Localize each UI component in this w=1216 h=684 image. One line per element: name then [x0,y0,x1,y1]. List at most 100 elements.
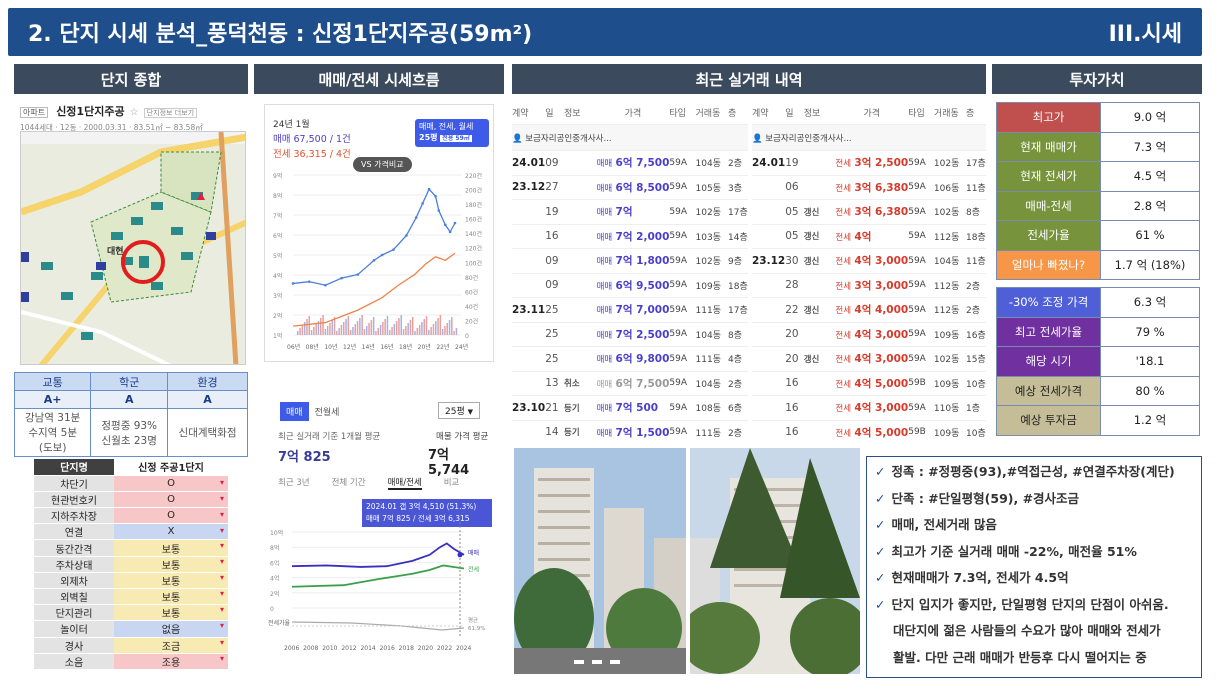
deal-kind: 전세 [835,257,852,268]
trend-chart-panel: 24년 1월 매매 67,500 / 1건 전세 36,315 / 4건 매매,… [264,104,494,362]
attr-value-select[interactable]: 보통 [114,539,228,557]
table-row[interactable]: 16 전세 4억 5,000 59B 109동 10층 [752,371,986,396]
attr-value-select[interactable]: 보통 [114,604,228,622]
table-row[interactable]: 28 전세 3억 3,000 59A 112동 2층 [752,273,986,298]
attr-value-select[interactable]: 보통 [114,572,228,590]
attr-value-select[interactable]: 조금 [114,637,228,654]
table-row[interactable]: 22 갱신 전세 4억 4,000 59A 112동 2층 [752,297,986,323]
table-row[interactable]: 16 매매 7억 2,000 59A 103동 14층 [512,224,748,249]
tab-sale[interactable]: 매매 [280,402,309,421]
summary-bullet: 활발. 다만 근래 매매가 반등후 다시 떨어지는 중 [875,645,1193,672]
table-row[interactable]: 05 갱신 전세 4억 59A 112동 18층 [752,224,986,249]
table-row[interactable]: 20 갱신 전세 4억 3,000 59A 102동 15층 [752,346,986,372]
table-row[interactable]: 24.01 09 매매 6억 7,500 59A 104동 2층 [512,150,748,176]
table-row[interactable]: 09 매매 7억 1,800 59A 102동 9층 [512,248,748,274]
attr-value-select[interactable]: 조용 [114,653,228,670]
attr-value-select[interactable]: O [114,491,228,509]
table-row[interactable]: 24.01 19 전세 3억 2,500 59A 102동 17층 [752,150,986,176]
tooltip-line-2: 매매 7억 825 / 전세 3억 6,315 [366,514,470,523]
complex-info-link[interactable]: 단지정보 더보기 [143,108,198,118]
attr-value-select[interactable]: O [114,507,228,525]
deal-floor: 17층 [966,150,986,176]
table-row[interactable]: 14 등기 매매 7억 1,500 59A 111동 2층 [512,420,748,444]
avg-size-value: 25평 [445,407,465,417]
volume-bar [393,324,396,335]
deal-day: 13 [545,371,565,396]
avg-label-2: 매물 가격 평균 [436,432,489,442]
deal-kind: 매매 [596,281,613,292]
invest-value: 7.3 억 [1100,131,1200,162]
attr-value-select[interactable]: X [114,523,228,541]
bullet-text: 현재매매가 7.3억, 전세가 4.5억 [891,570,1069,585]
deal-dong: 109동 [933,371,967,396]
jeonse-line [292,252,456,327]
attr-value-select[interactable]: 보통 [114,556,228,573]
avg-x-tick: 2012 [341,645,356,652]
table-row[interactable]: 06 전세 3억 6,380 59A 106동 11층 [752,175,986,200]
deal-type: 59A [669,371,696,396]
deal-dong: 102동 [933,199,967,225]
table-row[interactable]: 23.12 27 매매 6억 8,500 59A 105동 3층 [512,175,748,200]
attr-value-select[interactable]: O [114,475,228,492]
summary-bullet: ✓ 단지 입지가 좋지만, 단일평형 단지의 단점이 아쉬움. [875,592,1193,619]
avg-x-tick: 2006 [284,645,299,652]
period-tab[interactable]: 전체 기간 [331,478,366,488]
attr-value-select[interactable]: 없음 [114,620,228,638]
table-row[interactable]: 13 취소 매매 6억 7,500 59A 104동 2층 [512,371,748,396]
table-row[interactable]: 16 전세 4억 5,000 59B 109동 10층 [752,420,986,444]
volume-bar [313,327,315,335]
trend-filter[interactable]: 매매, 전세, 월세 25평 전용 59㎡ [415,119,489,147]
deal-price: 3억 2,500 [854,157,909,170]
summary-bullet: ✓ 최고가 기준 실거래 매매 -22%, 매전율 51% [875,539,1193,566]
complex-map[interactable]: 대현 [20,131,246,365]
y-tick-right: 40건 [465,303,478,311]
deal-price: 4억 3,000 [854,255,909,268]
avg-value-2: 7억 5,744 [428,448,470,478]
table-row[interactable]: 25 매매 6억 9,800 59A 111동 4층 [512,346,748,372]
y-tick-left: 1억 [273,332,282,340]
invest-label: 전세가율 [996,220,1101,251]
avg-value-1: 7억 825 [278,450,331,465]
deal-header: 일 [545,100,565,125]
x-tick: 10년 [324,343,337,351]
period-tab[interactable]: 최근 3년 [278,478,310,488]
table-row[interactable]: 05 갱신 전세 3억 6,380 59A 102동 8층 [752,199,986,225]
x-tick: 16년 [380,343,393,351]
period-tab[interactable]: 비교 [443,478,460,488]
deal-header: 타입 [908,100,934,125]
compare-button[interactable]: VS 가격비교 [353,157,412,172]
y-tick-right: 200건 [465,187,482,195]
star-icon[interactable]: ☆ [129,107,139,118]
deal-price: 7억 [615,206,633,219]
deal-dong: 109동 [933,322,967,347]
score-grade: A+ [13,390,92,409]
table-row[interactable]: 25 매매 7억 2,500 59A 104동 8층 [512,322,748,347]
deal-type: 59A [908,346,934,372]
table-row[interactable]: 23.10 21 등기 매매 7억 500 59A 108동 6층 [512,395,748,421]
deal-header: 정보 [803,100,836,125]
invest-value: 4.5 억 [1100,161,1200,192]
table-row[interactable]: 20 전세 4억 3,000 59A 109동 16층 [752,322,986,347]
deal-floor: 17층 [728,297,748,323]
deal-month [512,371,546,396]
table-row[interactable]: 09 매매 6억 9,500 59A 109동 18층 [512,273,748,298]
deal-kind: 매매 [596,183,613,194]
deal-info: 갱신 [803,199,836,225]
period-tab[interactable]: 매매/전세 [387,478,422,490]
deal-kind: 전세 [835,428,852,439]
deal-kind: 매매 [596,257,613,268]
complex-badge: 아파트 [20,107,49,118]
score-detail: 강남역 31분 수지역 5분 (도보) [13,408,92,457]
avg-size-select[interactable]: 25평 ▼ [438,402,480,419]
table-row[interactable]: 16 전세 4억 3,000 59A 110동 1층 [752,395,986,421]
sale-point [307,280,311,283]
invest-label: 최고가 [996,102,1101,133]
tab-jeonse[interactable]: 전월세 [314,408,340,418]
attr-value-select[interactable]: 보통 [114,588,228,606]
deal-day: 06 [785,175,804,200]
table-row[interactable]: 19 매매 7억 59A 102동 17층 [512,199,748,225]
attr-key: 연결 [34,523,114,541]
invest-label: 현재 매매가 [996,131,1101,162]
table-row[interactable]: 23.11 25 매매 7억 7,000 59A 111동 17층 [512,297,748,323]
table-row[interactable]: 23.12 30 갱신 전세 4억 3,000 59A 104동 11층 [752,248,986,274]
